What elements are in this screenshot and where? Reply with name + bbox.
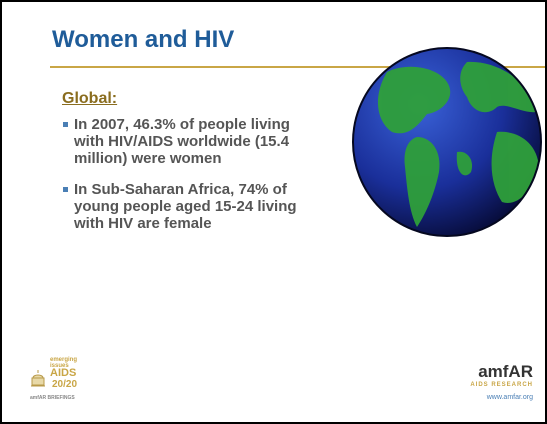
- globe: [352, 47, 542, 237]
- logo-tagline: AIDS RESEARCH: [470, 382, 533, 388]
- logo-text: amfAR BRIEFINGS: [30, 395, 75, 401]
- title: Women and HIV: [52, 26, 235, 53]
- bullet-list: In 2007, 46.3% of people living with HIV…: [62, 116, 302, 246]
- logo-text: 20/20: [52, 379, 78, 390]
- aids-2020-logo: emerging issues AIDS 20/20 amfAR BRIEFIN…: [30, 357, 90, 407]
- capitol-icon: [31, 370, 45, 387]
- bullet: In 2007, 46.3% of people living with HIV…: [62, 116, 302, 167]
- bullet: In Sub-Saharan Africa, 74% of young peop…: [62, 181, 302, 232]
- title-rule: [50, 66, 545, 68]
- logo-name: amfAR: [478, 362, 533, 381]
- amfar-logo: amfAR AIDS RESEARCH www.amfar.org: [470, 362, 533, 401]
- logo-text: emerging issues: [50, 357, 78, 369]
- logo-text: AIDS: [50, 367, 77, 379]
- section-heading: Global:: [62, 90, 118, 107]
- logo-url: www.amfar.org: [486, 394, 533, 401]
